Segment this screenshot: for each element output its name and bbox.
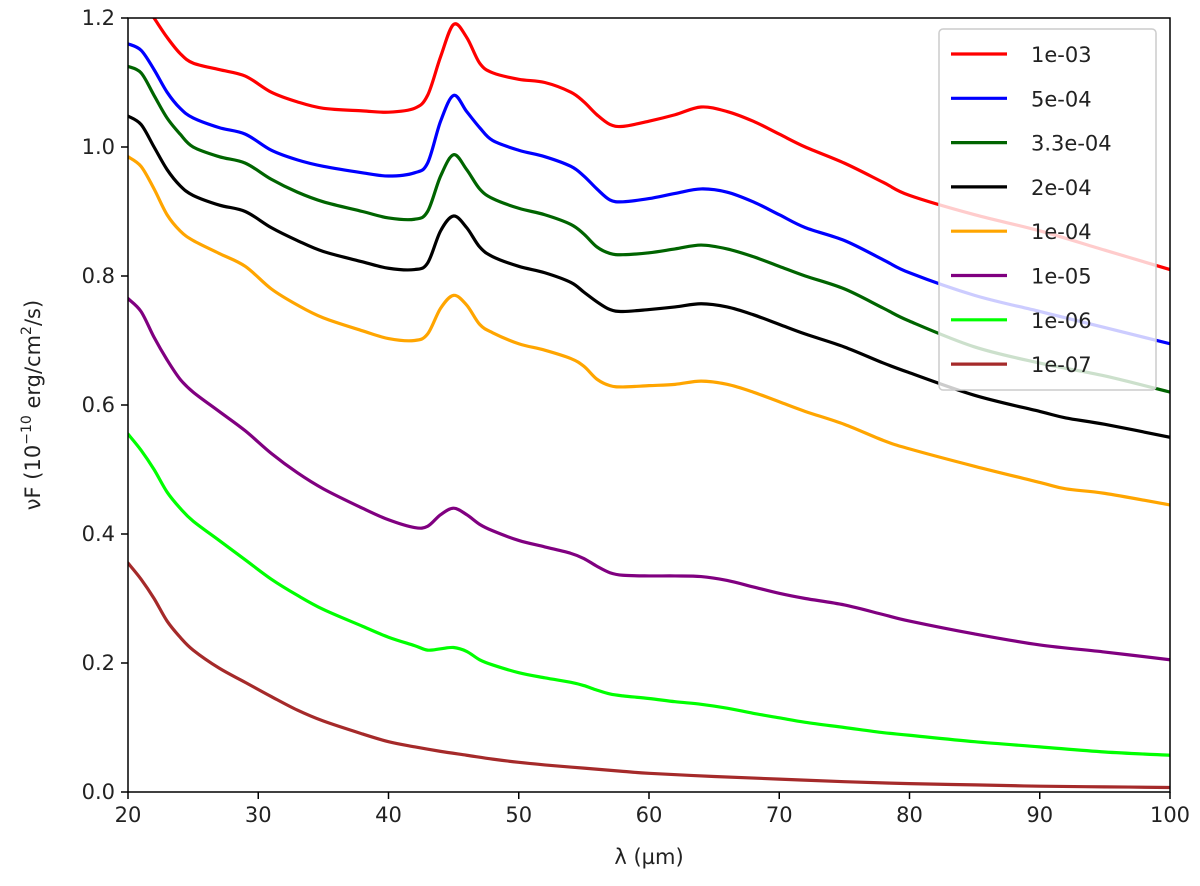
legend-label: 1e-07: [1031, 353, 1092, 377]
y-tick-label: 0.0: [82, 780, 115, 804]
x-tick-label: 30: [245, 803, 272, 827]
legend-label: 1e-06: [1031, 309, 1092, 333]
x-axis-label: λ (µm): [614, 845, 683, 869]
legend-box: [938, 28, 1157, 391]
x-tick-label: 60: [636, 803, 663, 827]
y-axis-label-unit-exponent: 2: [19, 326, 35, 335]
x-tick-label: 100: [1150, 803, 1190, 827]
y-tick-label: 0.6: [82, 393, 115, 417]
series-line-3.3e-04: [128, 64, 1170, 394]
x-tick-label: 90: [1026, 803, 1053, 827]
y-tick-label: 0.2: [82, 651, 115, 675]
x-axis: 20 30 40 50 60 70 80 90 100: [115, 792, 1190, 827]
y-tick-label: 1.0: [82, 135, 115, 159]
x-tick-label: 50: [505, 803, 532, 827]
series-line-1e-03: [152, 18, 1170, 272]
y-axis-label-unit: erg/cm: [21, 335, 45, 415]
x-tick-label: 40: [375, 803, 402, 827]
y-axis-label-suffix: /s): [21, 300, 45, 326]
legend-label: 2e-04: [1031, 176, 1092, 200]
series-line-1e-06: [128, 432, 1170, 757]
legend-label: 1e-03: [1031, 43, 1092, 67]
series-line-2e-04: [128, 114, 1170, 439]
x-tick-label: 70: [766, 803, 793, 827]
series-line-5e-04: [128, 42, 1170, 346]
series-line-1e-05: [128, 296, 1170, 662]
legend-label: 5e-04: [1031, 87, 1092, 111]
y-axis-label-prefix: νF (10: [21, 445, 45, 510]
y-tick-label: 0.8: [82, 264, 115, 288]
x-tick-label: 20: [115, 803, 142, 827]
y-tick-label: 1.2: [82, 6, 115, 30]
y-axis-label: νF (10−10 erg/cm2/s): [19, 300, 45, 510]
legend: 1e-03 5e-04 3.3e-04 2e-04 1e-04 1e-05 1e-06 1e-…: [938, 28, 1157, 391]
legend-label: 1e-05: [1031, 265, 1092, 289]
legend-label: 1e-04: [1031, 220, 1092, 244]
series-layer: [128, 18, 1170, 790]
y-axis: 0.0 0.2 0.4 0.6 0.8 1.0 1.2: [82, 6, 128, 804]
x-tick-label: 80: [896, 803, 923, 827]
series-line-1e-04: [128, 155, 1170, 507]
series-line-1e-07: [128, 561, 1170, 790]
y-tick-label: 0.4: [82, 522, 115, 546]
legend-label: 3.3e-04: [1031, 132, 1112, 156]
y-axis-label-exponent: −10: [19, 415, 35, 445]
